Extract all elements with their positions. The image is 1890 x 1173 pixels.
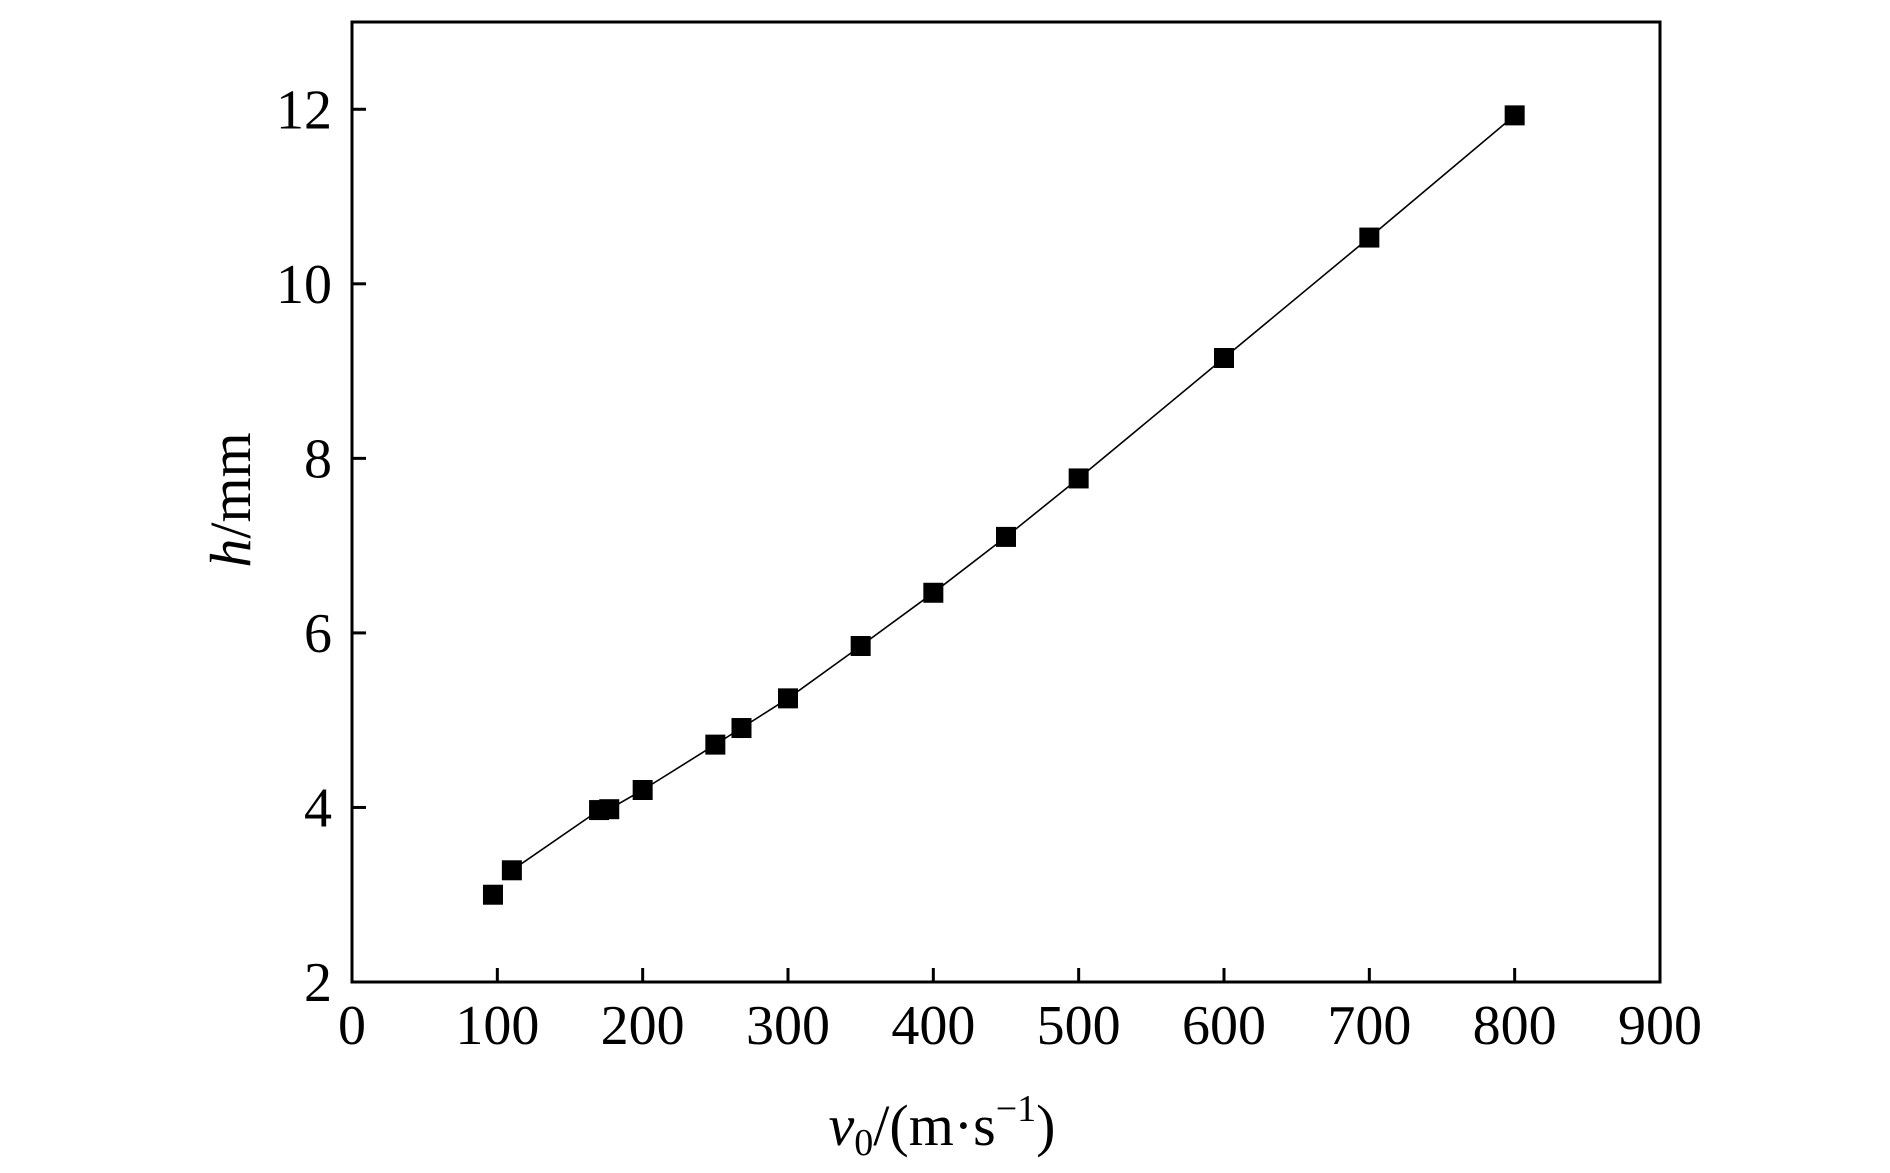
y-tick-labels: 2 4 6 8 10 12 xyxy=(276,79,332,1014)
y-axis-label-unit: /mm xyxy=(198,432,263,538)
x-axis-ticks xyxy=(350,968,1662,982)
y-axis-label: h/mm xyxy=(198,432,263,567)
y-axis-label-symbol: h xyxy=(198,539,263,568)
x-axis-label-subscript: 0 xyxy=(854,1122,873,1164)
y-tick-label: 8 xyxy=(304,428,332,490)
x-tick-label: 400 xyxy=(891,995,975,1057)
plot-frame xyxy=(350,20,1662,984)
y-tick-label: 2 xyxy=(304,952,332,1014)
x-tick-label: 800 xyxy=(1473,995,1557,1057)
x-tick-label: 900 xyxy=(1618,995,1702,1057)
x-axis-label-superscript: −1 xyxy=(996,1088,1036,1130)
x-axis-label-close: ) xyxy=(1036,1093,1055,1158)
x-axis-label: v0/(m·s−1) xyxy=(829,1088,1056,1164)
x-tick-label: 300 xyxy=(746,995,830,1057)
x-tick-labels: 0 100 200 300 400 500 600 700 800 900 xyxy=(338,995,1702,1057)
data-point xyxy=(1068,468,1089,489)
y-tick-label: 10 xyxy=(276,254,332,316)
data-point xyxy=(996,526,1016,547)
x-tick-label: 700 xyxy=(1327,995,1411,1057)
x-tick-label: 600 xyxy=(1182,995,1266,1057)
x-tick-label: 100 xyxy=(455,995,539,1057)
y-tick-label: 12 xyxy=(276,79,332,141)
data-point xyxy=(501,860,522,881)
data-point xyxy=(1214,348,1234,368)
plot-area xyxy=(350,20,1662,984)
y-tick-label: 6 xyxy=(304,603,332,665)
x-tick-label: 200 xyxy=(601,995,685,1057)
data-point xyxy=(1359,227,1380,248)
data-points xyxy=(482,105,1525,905)
data-point xyxy=(599,799,620,820)
data-point xyxy=(731,718,752,739)
x-tick-label: 500 xyxy=(1037,995,1121,1057)
data-point xyxy=(632,780,653,800)
x-axis-label-unit: /(m·s xyxy=(873,1093,995,1158)
y-axis-ticks xyxy=(352,107,366,984)
data-point xyxy=(923,582,944,603)
y-tick-label: 4 xyxy=(304,777,332,839)
data-point xyxy=(482,884,503,905)
x-tick-label: 0 xyxy=(338,995,366,1057)
data-point xyxy=(1504,105,1525,126)
data-point xyxy=(850,636,871,656)
data-point xyxy=(705,734,726,755)
data-point xyxy=(778,688,798,709)
x-axis-label-symbol: v xyxy=(829,1093,855,1158)
